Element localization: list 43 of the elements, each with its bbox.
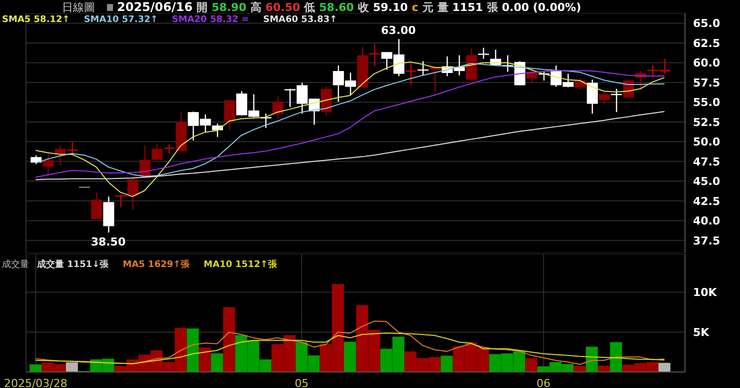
annotation: 低	[304, 0, 316, 14]
annotation: 2025/06/16	[117, 0, 193, 14]
x-tick-label: 06	[536, 376, 551, 388]
y-tick-label: 42.5	[693, 194, 720, 208]
y-tick-label: 65.0	[693, 17, 720, 30]
text: MA5 1629↑張	[122, 258, 190, 271]
y-tick-label: 40.0	[693, 214, 720, 228]
y-tick-label: 47.5	[693, 155, 720, 168]
y-tick-label: 10K	[693, 286, 718, 300]
annotation: 張	[486, 0, 498, 14]
annotation: 1151	[452, 0, 483, 14]
annotation: 59.10	[372, 0, 408, 14]
annotation: 63.00	[381, 24, 416, 38]
y-tick-label: 37.5	[693, 234, 720, 248]
y-tick-label: 55.0	[693, 96, 720, 110]
annotation: 元	[422, 0, 434, 14]
annotation: 38.50	[90, 235, 126, 248]
annotation: 58.60	[319, 0, 354, 14]
annotation: c	[412, 0, 418, 14]
text: MA10 1512↑張	[204, 258, 277, 271]
annotation: 成交量 1151↓張	[37, 258, 109, 271]
annotation: 開	[196, 0, 208, 14]
y-tick-label: 62.5	[693, 36, 720, 50]
text: 成交量	[2, 258, 29, 271]
annotation: 收	[358, 0, 369, 14]
annotation: 58.90	[212, 0, 246, 14]
y-tick-label: 45.0	[693, 175, 720, 188]
y-tick-label: 50.0	[693, 136, 720, 149]
annotation: 量	[437, 0, 448, 14]
annotation: 高	[250, 0, 262, 14]
text: SMA60 53.83↑	[263, 15, 338, 25]
x-tick-label: 05	[294, 376, 309, 388]
y-tick-label: 5K	[693, 326, 710, 340]
chart-title: 日線圖	[62, 0, 95, 14]
text: SMA20 58.32 =	[172, 15, 250, 25]
text: SMA10 57.32↑	[84, 15, 158, 25]
x-tick-label: 2025/03/28	[4, 376, 68, 388]
annotation: 0.00 (0.00%)	[502, 0, 582, 14]
y-tick-label: 57.5	[693, 76, 720, 90]
annotation: 60.50	[265, 0, 300, 14]
y-tick-label: 52.5	[693, 116, 720, 129]
y-tick-label: 60.0	[693, 56, 720, 70]
text: SMA5 58.12↑	[2, 15, 70, 25]
